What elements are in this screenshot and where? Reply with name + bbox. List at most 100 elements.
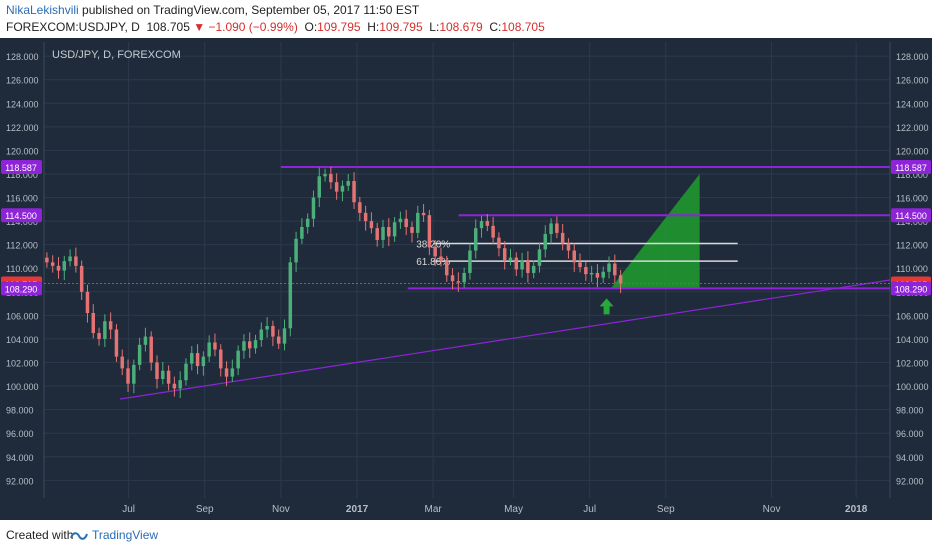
candle-body <box>404 218 408 227</box>
last-price: 108.705 <box>146 20 190 34</box>
candle-body <box>346 181 350 186</box>
footer: Created with TradingView <box>0 520 932 550</box>
candle-body <box>381 226 385 240</box>
candle-body <box>520 259 524 270</box>
candle-body <box>247 341 252 349</box>
candle-body <box>369 221 374 229</box>
candle-body <box>497 237 501 249</box>
candle-body <box>120 356 124 369</box>
drawings-front <box>599 298 614 315</box>
candle-body <box>207 342 211 357</box>
y-tick-label: 106.000 <box>896 311 929 321</box>
candle-body <box>537 249 542 266</box>
price-badge <box>891 281 931 296</box>
candles <box>45 166 623 398</box>
publish-line: NikaLekishvili published on TradingView.… <box>6 3 419 17</box>
y-tick-label: 96.000 <box>6 429 34 439</box>
close-value: 108.705 <box>501 20 545 34</box>
y-tick-label: 92.000 <box>6 476 34 486</box>
y-tick-label: 118.000 <box>896 170 928 180</box>
fib-level-label: 61.80% <box>416 257 450 268</box>
price-badge-left-label: 114.500 <box>5 211 37 221</box>
candle-body <box>363 212 368 222</box>
x-tick-label: Sep <box>196 504 214 515</box>
candle-body <box>433 247 437 257</box>
open-value: 109.795 <box>317 20 361 34</box>
candle-body <box>601 271 605 278</box>
candle-body <box>126 368 130 384</box>
chart-area[interactable]: 92.000 94.000 96.000 98.000 100.000 102.000 10… <box>0 38 932 520</box>
candle-body <box>155 362 159 379</box>
candle-body <box>56 265 61 271</box>
candle-body <box>607 263 611 272</box>
candle-body <box>485 221 490 226</box>
candle-body <box>85 291 90 314</box>
candle-body <box>595 272 600 278</box>
x-tick-label: Mar <box>425 504 443 515</box>
x-axis: Jul Sep Nov 2017 Mar May Jul Sep Nov 2018 <box>122 504 868 515</box>
candle-body <box>334 182 339 192</box>
candle-body <box>445 261 449 276</box>
created-with-text: Created with <box>6 528 74 542</box>
candle-body <box>201 356 206 367</box>
candle-body <box>427 215 432 248</box>
y-tick-label: 120.000 <box>896 146 929 156</box>
candle-body <box>317 176 322 198</box>
candle-body <box>555 223 559 233</box>
candle-body <box>224 368 229 377</box>
candle-body <box>294 238 298 263</box>
ohlc-line: FOREXCOM:USDJPY, D 108.705 ▼ −1.090 (−0.… <box>6 20 545 34</box>
candle-body <box>589 272 594 275</box>
candle-body <box>578 262 582 268</box>
y-tick-label: 112.000 <box>6 241 38 251</box>
candle-body <box>172 383 177 389</box>
y-tick-label: 102.000 <box>896 358 929 368</box>
candle-body <box>79 265 84 292</box>
x-tick-label: Jul <box>583 504 596 515</box>
candle-body <box>508 257 513 260</box>
target-zone <box>610 173 700 289</box>
candle-body <box>584 267 588 275</box>
candle-body <box>392 222 397 237</box>
y-tick-label: 128.000 <box>896 52 929 62</box>
candle-body <box>45 257 49 263</box>
candle-body <box>549 223 553 235</box>
candle-body <box>62 261 67 271</box>
candle-body <box>300 226 304 239</box>
y-tick-label: 104.000 <box>896 335 929 345</box>
y-tick-label: 106.000 <box>6 311 39 321</box>
candle-body <box>473 228 478 251</box>
candle-body <box>560 232 565 244</box>
high-value: 109.795 <box>379 20 423 34</box>
candle-body <box>410 226 414 233</box>
candle-body <box>352 181 356 203</box>
grid <box>43 42 891 498</box>
candle-body <box>416 212 420 233</box>
x-tick-label: 2018 <box>845 504 868 515</box>
y-tick-label: 126.000 <box>896 76 929 86</box>
candle-body <box>387 226 391 237</box>
author-link[interactable]: NikaLekishvili <box>6 3 79 17</box>
candle-body <box>230 368 235 377</box>
candle-body <box>103 321 107 339</box>
y-tick-label: 124.000 <box>896 99 929 109</box>
y-tick-label: 122.000 <box>896 123 929 133</box>
tradingview-brand[interactable]: TradingView <box>92 528 159 542</box>
y-tick-label: 110.000 <box>6 264 38 274</box>
candle-body <box>288 262 293 329</box>
candle-body <box>479 221 484 229</box>
y-tick-label: 92.000 <box>896 476 924 486</box>
price-change: ▼ −1.090 (−0.99%) <box>193 20 298 34</box>
candle-body <box>311 197 316 219</box>
candle-body <box>178 380 182 389</box>
candle-body <box>375 228 379 240</box>
symbol-label: FOREXCOM:USDJPY, D <box>6 20 140 34</box>
candle-body <box>502 248 507 260</box>
price-badge-left <box>1 160 42 175</box>
candle-body <box>242 341 246 351</box>
y-tick-label: 118.000 <box>6 170 38 180</box>
y-tick-label: 112.000 <box>896 241 928 251</box>
open-label: O: <box>304 20 318 34</box>
price-badge <box>891 160 931 175</box>
x-tick-label: May <box>504 504 523 515</box>
